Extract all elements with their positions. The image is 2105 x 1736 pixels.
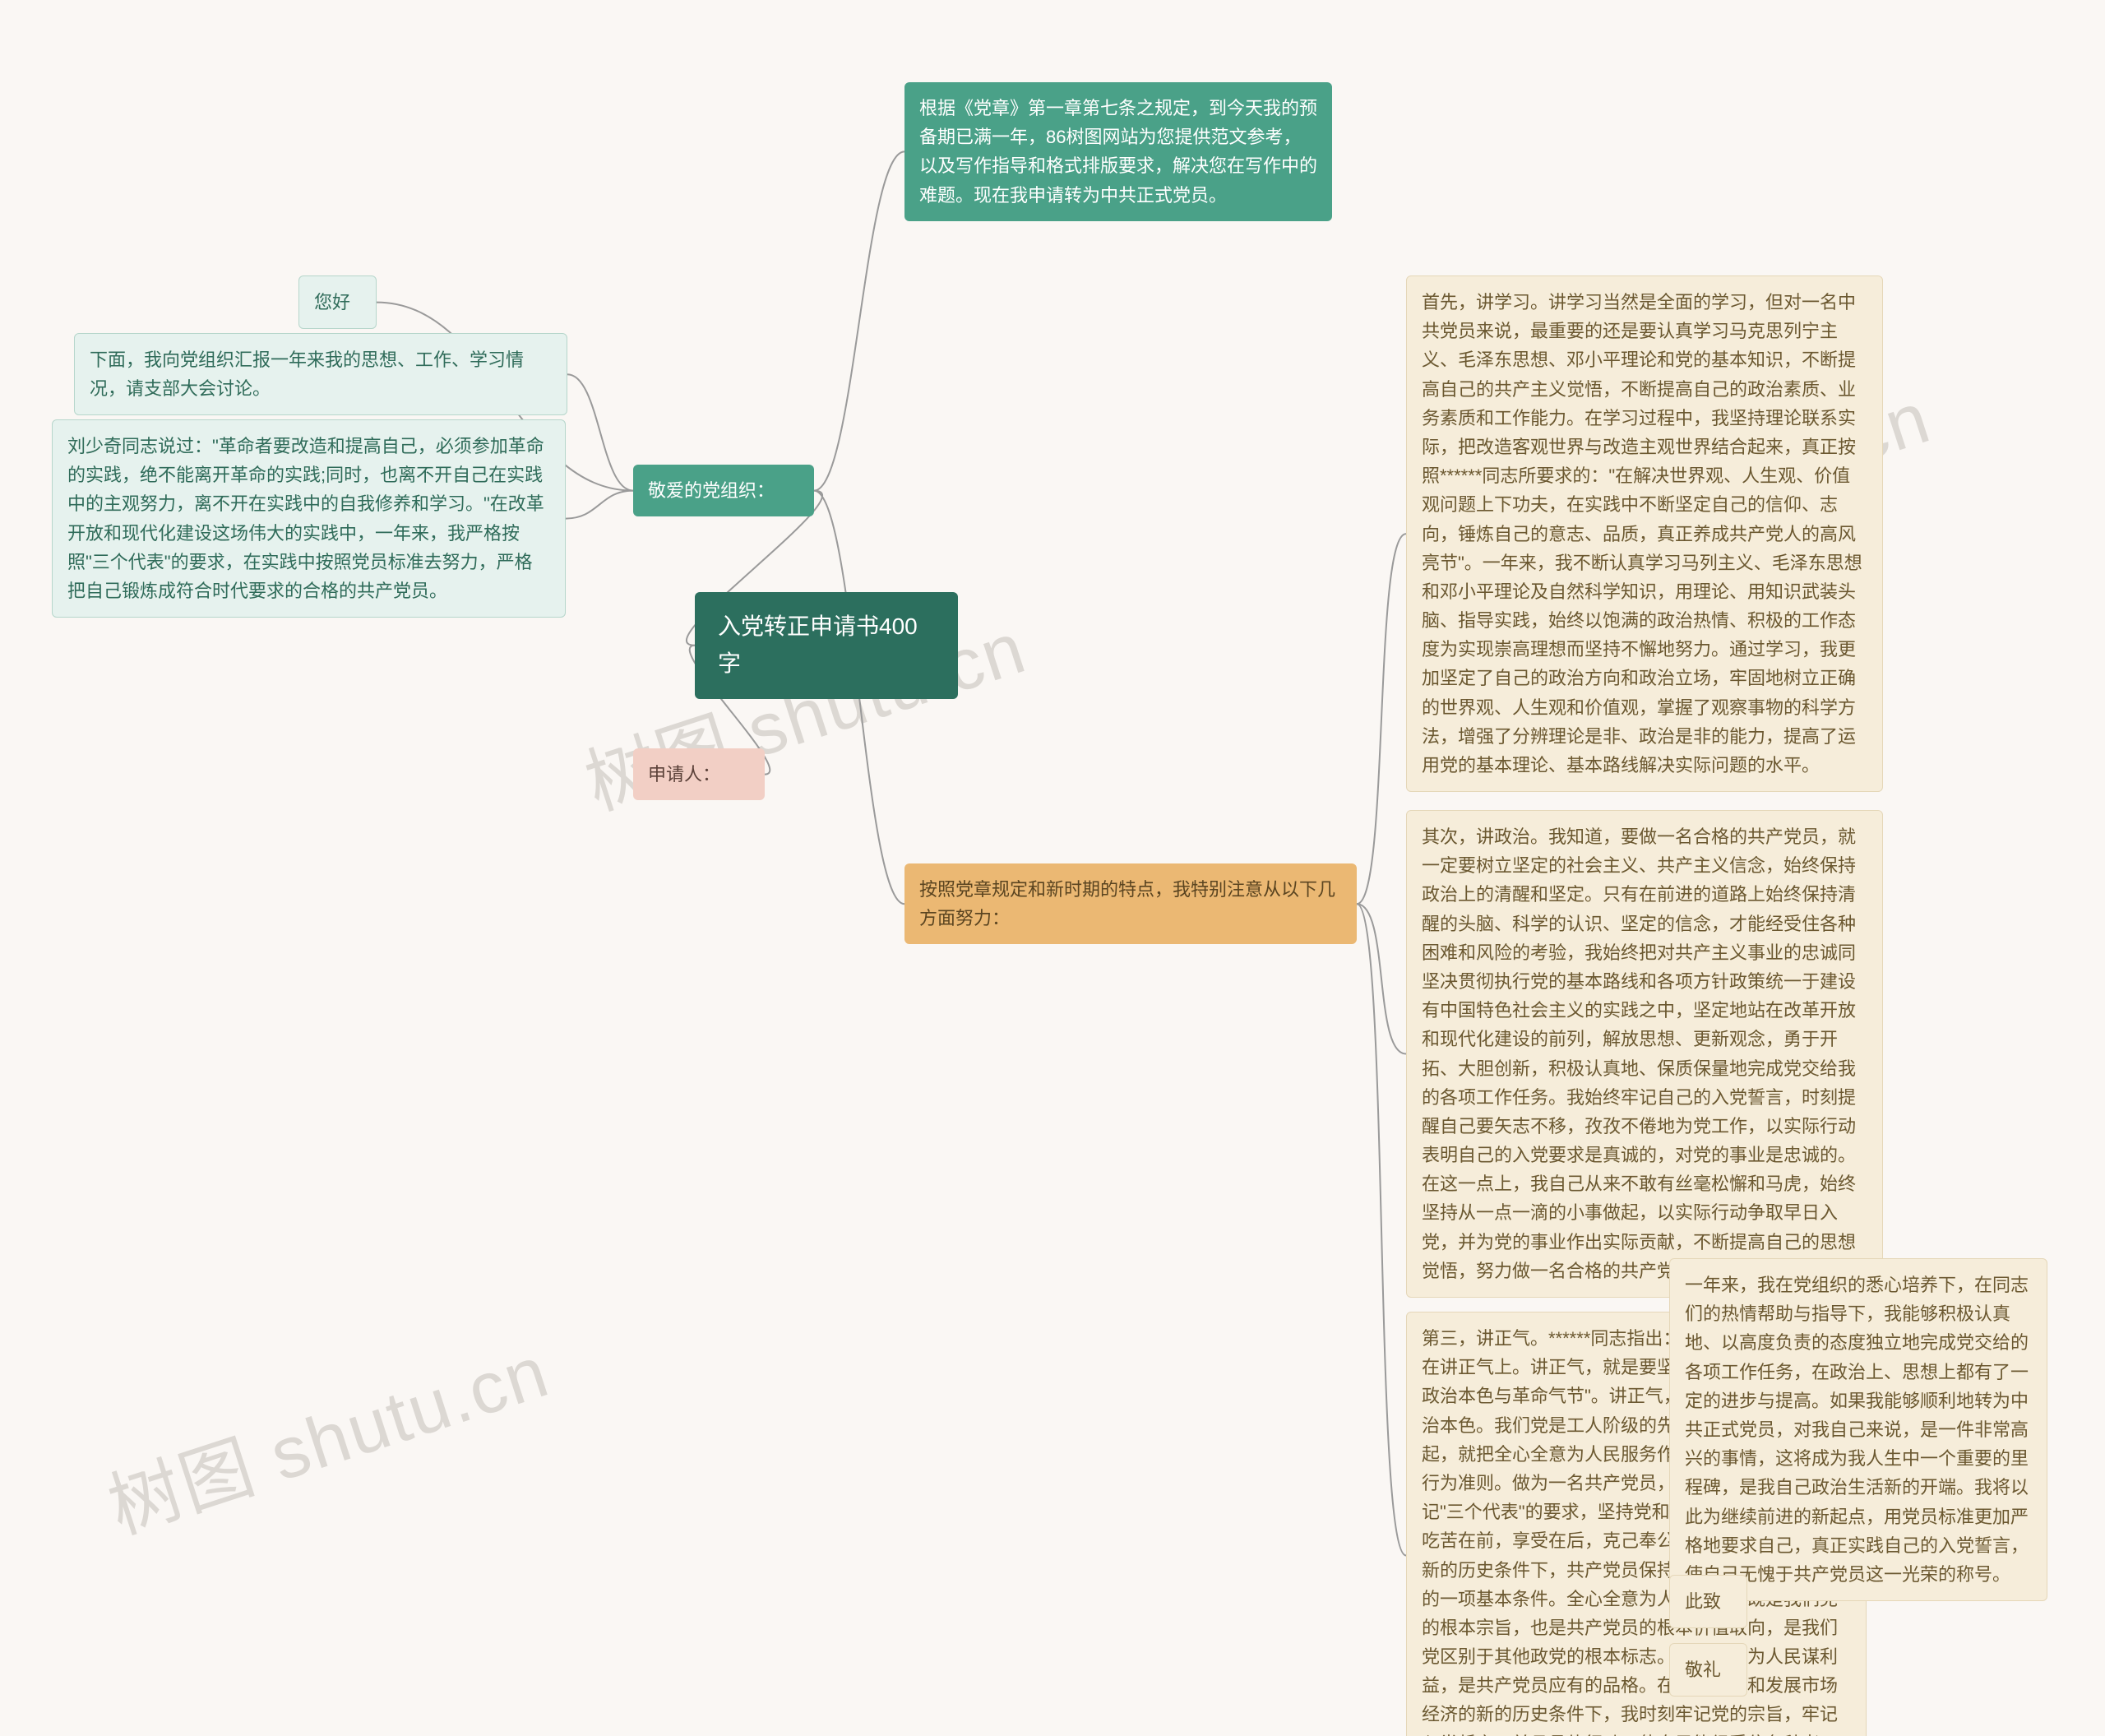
node-study[interactable]: 首先，讲学习。讲学习当然是全面的学习，但对一名中共党员来说，最重要的还是要认真学…	[1406, 275, 1883, 792]
watermark: 树图 shutu.cn	[94, 1313, 560, 1553]
node-applicant[interactable]: 申请人：	[633, 748, 765, 800]
node-cizhi[interactable]: 此致	[1669, 1575, 1747, 1628]
node-below[interactable]: 下面，我向党组织汇报一年来我的思想、工作、学习情况，请支部大会讨论。	[74, 333, 567, 415]
node-efforts[interactable]: 按照党章规定和新时期的特点，我特别注意从以下几方面努力：	[904, 863, 1357, 944]
node-org[interactable]: 敬爱的党组织：	[633, 465, 814, 516]
node-liu[interactable]: 刘少奇同志说过："革命者要改造和提高自己，必须参加革命的实践，绝不能离开革命的实…	[52, 419, 566, 618]
node-hello[interactable]: 您好	[298, 275, 377, 329]
node-basis[interactable]: 根据《党章》第一章第七条之规定，到今天我的预备期已满一年，86树图网站为您提供范…	[904, 82, 1332, 221]
root-node[interactable]: 入党转正申请书400字	[695, 592, 958, 699]
node-politics[interactable]: 其次，讲政治。我知道，要做一名合格的共产党员，就一定要树立坚定的社会主义、共产主…	[1406, 810, 1883, 1298]
node-jingli[interactable]: 敬礼	[1669, 1643, 1747, 1697]
node-year[interactable]: 一年来，我在党组织的悉心培养下，在同志们的热情帮助与指导下，我能够积极认真地、以…	[1669, 1258, 2047, 1601]
